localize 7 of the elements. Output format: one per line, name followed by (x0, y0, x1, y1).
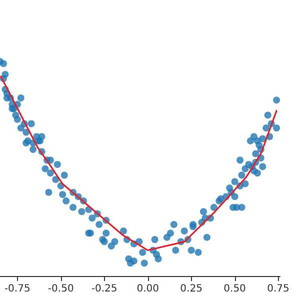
x-tick-label: -0.50 (48, 284, 74, 294)
x-tick-label: -0.25 (91, 284, 118, 294)
x-tick-label: 0.50 (224, 284, 246, 294)
x-tick-label: 0.00 (136, 284, 159, 294)
x-tick-label: 0.25 (180, 284, 202, 294)
x-tick-label: 0.75 (267, 284, 290, 294)
x-tick-label: -0.75 (4, 284, 30, 294)
